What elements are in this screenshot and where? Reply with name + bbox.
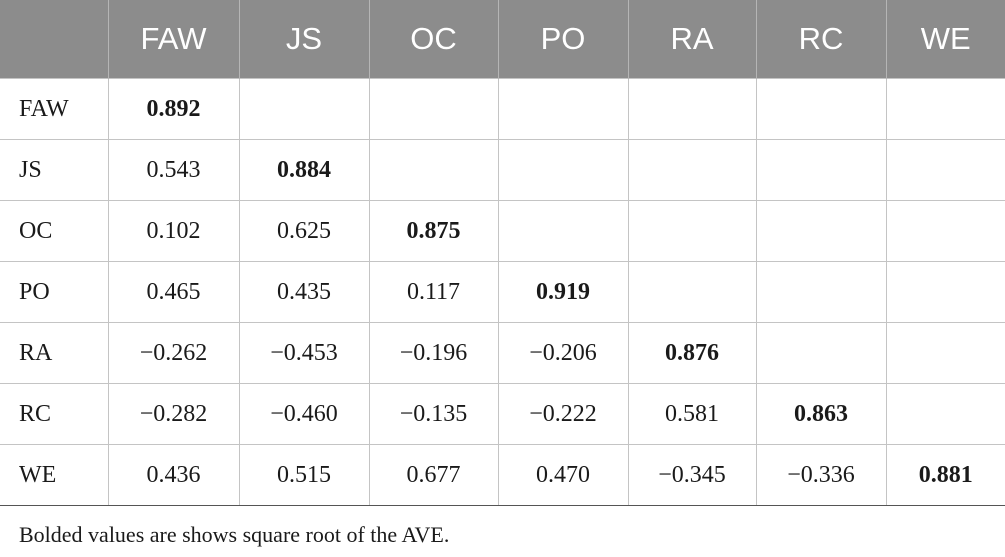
correlation-cell [755, 200, 887, 262]
table-body: FAW 0.892 JS 0.543 0.884 OC 0.102 0.625 0.875 PO 0… [0, 78, 1005, 506]
correlation-cell: 0.102 [107, 200, 240, 262]
correlation-cell: 0.435 [238, 261, 370, 323]
correlation-cell [885, 139, 1005, 201]
correlation-cell [755, 322, 887, 384]
correlation-cell: 0.465 [107, 261, 240, 323]
correlation-cell [885, 261, 1005, 323]
correlation-cell: 0.436 [107, 444, 240, 506]
diagonal-ave-cell: 0.884 [238, 139, 370, 201]
table-row: RA −0.262 −0.453 −0.196 −0.206 0.876 [0, 322, 1005, 384]
diagonal-ave-cell: 0.919 [497, 261, 629, 323]
correlation-cell: −0.206 [497, 322, 629, 384]
correlation-cell: 0.625 [238, 200, 370, 262]
column-header: RC [755, 0, 886, 79]
correlation-cell: 0.470 [497, 444, 629, 506]
correlation-cell: 0.117 [368, 261, 499, 323]
row-header: JS [0, 139, 109, 201]
table-row: JS 0.543 0.884 [0, 139, 1005, 201]
correlation-cell [497, 200, 629, 262]
correlation-cell [238, 78, 370, 140]
diagonal-ave-cell: 0.876 [627, 322, 757, 384]
correlation-cell: −0.135 [368, 383, 499, 445]
table-row: RC −0.282 −0.460 −0.135 −0.222 0.581 0.863 [0, 383, 1005, 445]
row-header: FAW [0, 78, 109, 140]
correlation-cell [627, 78, 757, 140]
table-footnote: Bolded values are shows square root of t… [19, 522, 450, 547]
row-header: RC [0, 383, 109, 445]
correlation-cell: −0.282 [107, 383, 240, 445]
correlation-cell [368, 139, 499, 201]
correlation-cell: −0.262 [107, 322, 240, 384]
correlation-cell [885, 200, 1005, 262]
table-row: FAW 0.892 [0, 78, 1005, 140]
column-header: RA [627, 0, 756, 79]
correlation-cell: 0.581 [627, 383, 757, 445]
table-row: OC 0.102 0.625 0.875 [0, 200, 1005, 262]
column-header: WE [885, 0, 1005, 79]
row-header: RA [0, 322, 109, 384]
correlation-cell [885, 322, 1005, 384]
correlation-cell [755, 261, 887, 323]
correlation-cell: −0.453 [238, 322, 370, 384]
correlation-table: FAW JS OC PO RA RC WE FAW 0.892 JS 0.543 0.884 OC 0.… [0, 0, 1005, 506]
correlation-cell [755, 78, 887, 140]
column-header: JS [238, 0, 369, 79]
correlation-cell [497, 78, 629, 140]
column-header: OC [368, 0, 498, 79]
correlation-cell: 0.677 [368, 444, 499, 506]
correlation-cell [497, 139, 629, 201]
column-header: PO [497, 0, 628, 79]
correlation-cell [627, 261, 757, 323]
header-cell-corner [0, 0, 108, 79]
table-row: WE 0.436 0.515 0.677 0.470 −0.345 −0.336 0.881 [0, 444, 1005, 506]
correlation-cell [368, 78, 499, 140]
correlation-cell [627, 200, 757, 262]
correlation-cell: 0.543 [107, 139, 240, 201]
correlation-cell: −0.196 [368, 322, 499, 384]
diagonal-ave-cell: 0.892 [107, 78, 240, 140]
correlation-cell [627, 139, 757, 201]
diagonal-ave-cell: 0.881 [885, 444, 1005, 506]
column-header: FAW [107, 0, 239, 79]
correlation-cell [755, 139, 887, 201]
correlation-cell: −0.336 [755, 444, 887, 506]
row-header: PO [0, 261, 109, 323]
correlation-cell: −0.345 [627, 444, 757, 506]
header-row: FAW JS OC PO RA RC WE [0, 0, 1005, 79]
diagonal-ave-cell: 0.875 [368, 200, 499, 262]
correlation-cell: 0.515 [238, 444, 370, 506]
row-header: WE [0, 444, 109, 506]
correlation-cell [885, 383, 1005, 445]
correlation-cell [885, 78, 1005, 140]
row-header: OC [0, 200, 109, 262]
diagonal-ave-cell: 0.863 [755, 383, 887, 445]
correlation-cell: −0.222 [497, 383, 629, 445]
correlation-cell: −0.460 [238, 383, 370, 445]
table-row: PO 0.465 0.435 0.117 0.919 [0, 261, 1005, 323]
